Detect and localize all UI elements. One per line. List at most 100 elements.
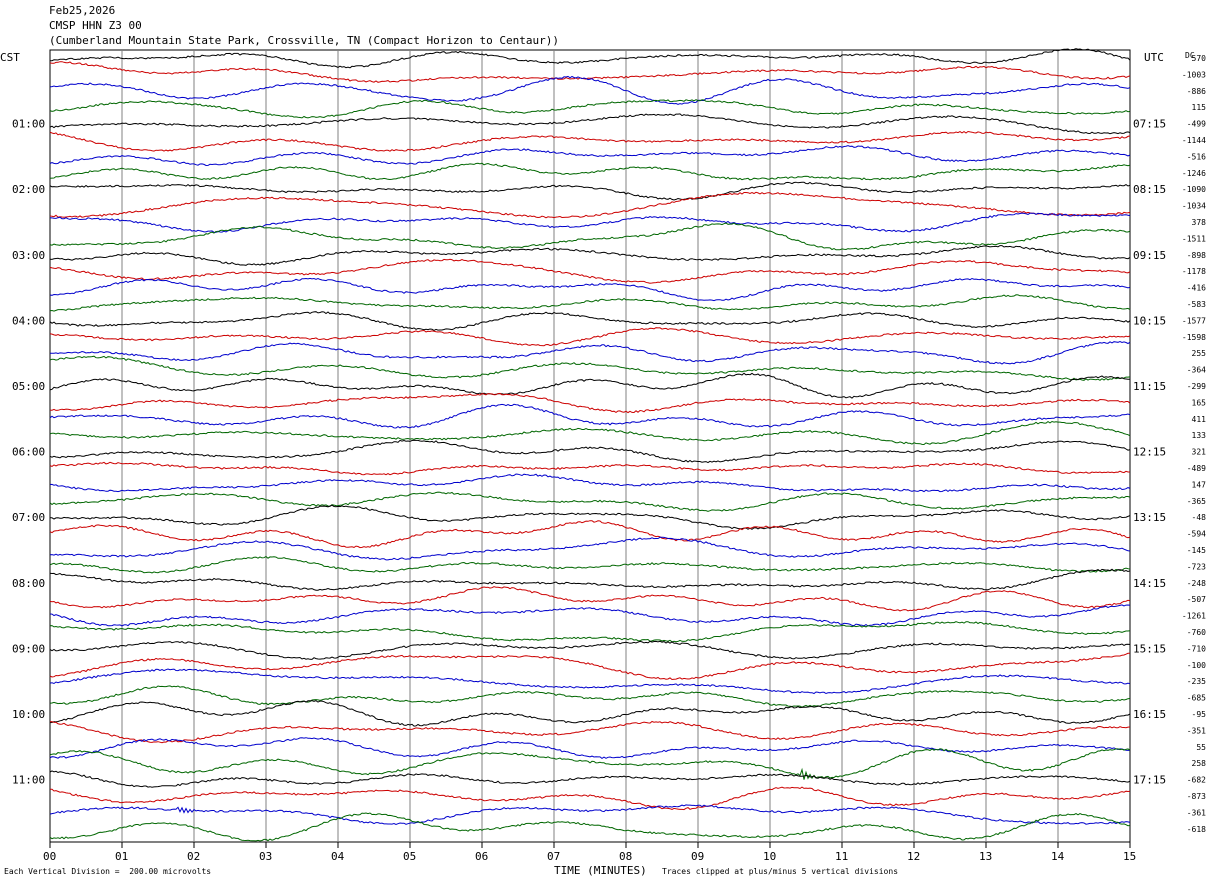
dc-offset-label: -1178 bbox=[1182, 267, 1206, 276]
dc-offset-label: -685 bbox=[1187, 694, 1206, 703]
trace-21 bbox=[49, 392, 1131, 414]
dc-offset-label: -235 bbox=[1187, 677, 1206, 686]
trace-24 bbox=[49, 439, 1131, 464]
dc-offset-label: 258 bbox=[1192, 759, 1207, 768]
dc-offset-label: -351 bbox=[1187, 726, 1206, 735]
dc-offset-label: -1034 bbox=[1182, 202, 1206, 211]
right-hour-label: 13:15 bbox=[1133, 511, 1166, 524]
station-label: CMSP HHN Z3 00 bbox=[49, 19, 142, 32]
x-axis-label: TIME (MINUTES) bbox=[554, 864, 647, 877]
left-hour-label: 01:00 bbox=[12, 118, 45, 131]
dc-offset-label: 255 bbox=[1192, 349, 1207, 358]
dc-offset-label: -364 bbox=[1187, 366, 1206, 375]
x-tick-label: 07 bbox=[547, 850, 560, 863]
dc-offset-label: -48 bbox=[1192, 513, 1207, 522]
right-hour-label: 12:15 bbox=[1133, 446, 1166, 459]
trace-12 bbox=[49, 245, 1131, 266]
left-hour-label: 11:00 bbox=[12, 774, 45, 787]
dc-offset-label: -507 bbox=[1187, 595, 1206, 604]
trace-40 bbox=[49, 700, 1131, 727]
x-tick-label: 11 bbox=[835, 850, 848, 863]
x-tick-label: 04 bbox=[331, 850, 345, 863]
trace-29 bbox=[49, 520, 1131, 549]
trace-38 bbox=[49, 668, 1131, 695]
right-hour-label: 15:15 bbox=[1133, 642, 1166, 655]
left-axis-title: CST bbox=[0, 51, 20, 64]
left-hour-label: 09:00 bbox=[12, 642, 45, 655]
trace-19 bbox=[49, 355, 1131, 381]
trace-39 bbox=[49, 685, 1131, 708]
trace-32 bbox=[49, 568, 1131, 591]
trace-46 bbox=[49, 804, 1131, 826]
left-hour-label: 10:00 bbox=[12, 708, 45, 721]
trace-25 bbox=[49, 461, 1130, 476]
trace-35 bbox=[49, 621, 1131, 643]
trace-22 bbox=[49, 403, 1131, 429]
dc-offset-label: -594 bbox=[1187, 530, 1206, 539]
dc-offset-label: -499 bbox=[1187, 120, 1206, 129]
dc-offset-label: -299 bbox=[1187, 382, 1206, 391]
right-hour-label: 16:15 bbox=[1133, 708, 1166, 721]
trace-23 bbox=[49, 420, 1131, 446]
dc-offset-label: -489 bbox=[1187, 464, 1206, 473]
dc-offset-label: -1577 bbox=[1182, 316, 1206, 325]
x-tick-label: 01 bbox=[115, 850, 128, 863]
location-label: (Cumberland Mountain State Park, Crossvi… bbox=[49, 34, 559, 47]
left-hour-labels: 01:00 02:00 03:00 04:00 05:00 06:00 07:00 08:00… bbox=[12, 118, 45, 787]
x-tick-label: 14 bbox=[1051, 850, 1065, 863]
trace-42 bbox=[49, 737, 1130, 760]
x-axis-ticks: 00 01 02 03 04 05 06 07 08 09 10 11 12 13 14 15 bbox=[43, 842, 1136, 863]
trace-11 bbox=[49, 222, 1131, 251]
right-hour-labels: 07:15 08:15 09:15 10:15 11:15 12:15 13:15 14:15… bbox=[1133, 118, 1166, 787]
dc-offset-label: -416 bbox=[1187, 284, 1206, 293]
dc-offset-label: -1261 bbox=[1182, 612, 1206, 621]
dc-offset-label: -145 bbox=[1187, 546, 1206, 555]
x-tick-label: 09 bbox=[691, 850, 704, 863]
right-axis-title: UTC bbox=[1144, 51, 1164, 64]
right-hour-label: 11:15 bbox=[1133, 380, 1166, 393]
trace-20 bbox=[49, 372, 1131, 399]
dc-offset-label: -760 bbox=[1187, 628, 1206, 637]
dc-offset-label: -248 bbox=[1187, 579, 1206, 588]
dc-offset-label: -100 bbox=[1187, 661, 1206, 670]
trace-9 bbox=[49, 191, 1131, 219]
dc-title: DC bbox=[1185, 51, 1195, 60]
dc-offset-label: -723 bbox=[1187, 562, 1206, 571]
dc-offset-label: 411 bbox=[1192, 415, 1207, 424]
trace-1 bbox=[49, 61, 1131, 83]
trace-16 bbox=[49, 311, 1131, 331]
dc-offset-label: 321 bbox=[1192, 448, 1207, 457]
trace-3 bbox=[49, 99, 1131, 119]
right-hour-label: 17:15 bbox=[1133, 774, 1166, 787]
trace-18 bbox=[50, 340, 1131, 365]
trace-17 bbox=[49, 327, 1131, 347]
trace-36 bbox=[49, 640, 1131, 660]
x-tick-label: 05 bbox=[403, 850, 416, 863]
x-tick-label: 03 bbox=[259, 850, 272, 863]
trace-15 bbox=[49, 294, 1131, 312]
dc-offsets: 570 -1003 -886 115 -499 -1144 -516 -1246 -1090 -1… bbox=[1182, 54, 1206, 834]
minute-grid bbox=[121, 50, 1059, 842]
trace-6 bbox=[49, 145, 1131, 167]
dc-offset-label: 570 bbox=[1192, 54, 1207, 63]
trace-33 bbox=[49, 586, 1131, 612]
trace-30 bbox=[49, 536, 1131, 561]
dc-offset-label: -886 bbox=[1187, 87, 1206, 96]
left-hour-label: 02:00 bbox=[12, 183, 45, 196]
trace-5 bbox=[49, 130, 1131, 152]
trace-14 bbox=[49, 277, 1131, 302]
trace-28 bbox=[49, 504, 1131, 530]
trace-0 bbox=[49, 48, 1131, 69]
dc-offset-label: -1003 bbox=[1182, 70, 1206, 79]
dc-offset-label: -1246 bbox=[1182, 169, 1206, 178]
right-hour-label: 14:15 bbox=[1133, 577, 1166, 590]
x-tick-label: 00 bbox=[43, 850, 56, 863]
x-tick-label: 06 bbox=[475, 850, 488, 863]
right-hour-label: 08:15 bbox=[1133, 183, 1166, 196]
trace-43 bbox=[49, 748, 1131, 780]
trace-10 bbox=[50, 212, 1131, 233]
dc-offset-label: -1511 bbox=[1182, 234, 1206, 243]
trace-2 bbox=[49, 75, 1131, 105]
plot-frame bbox=[49, 49, 1131, 843]
trace-31 bbox=[49, 555, 1131, 574]
